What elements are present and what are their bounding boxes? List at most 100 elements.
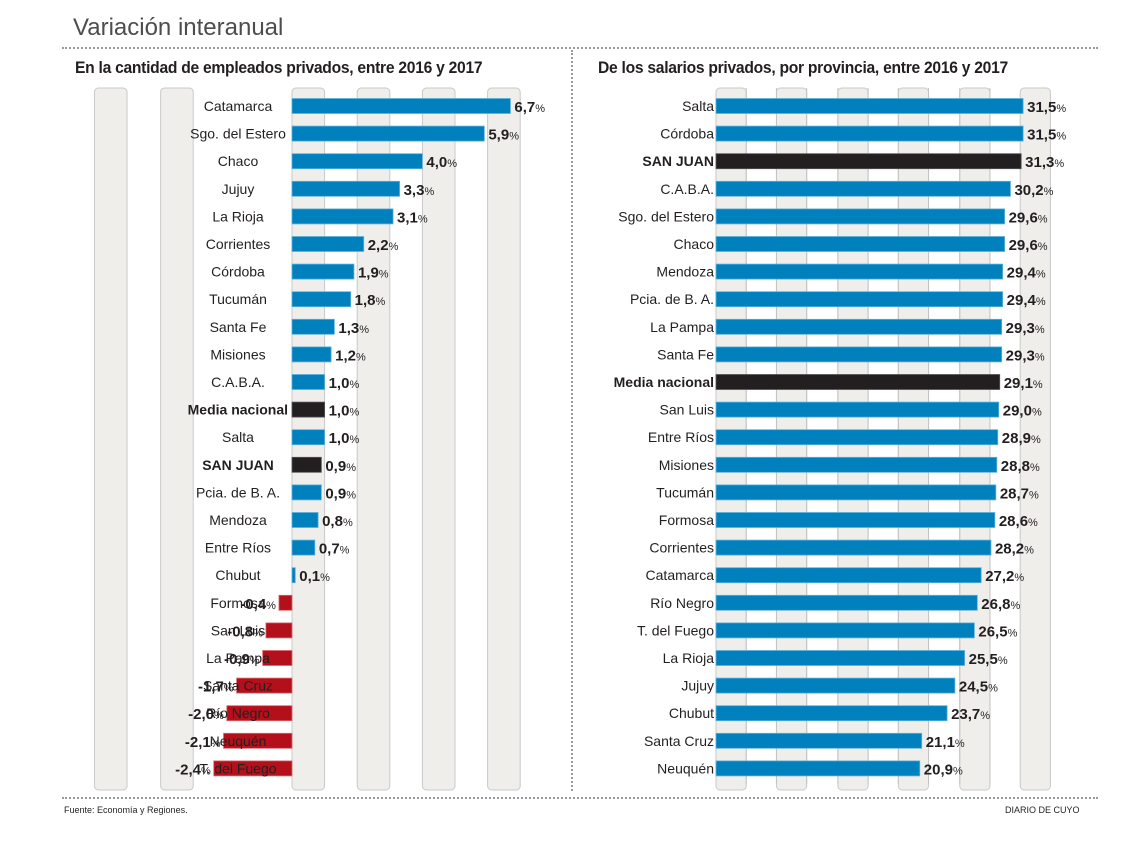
value-number: 20,9	[924, 761, 953, 778]
value-label: 29,4%	[1007, 265, 1046, 282]
category-label: Formosa	[210, 595, 265, 611]
bar	[291, 456, 322, 473]
category-label: Tucumán	[656, 484, 714, 500]
value-label: 0,1%	[299, 568, 330, 585]
value-unit: %	[349, 407, 359, 419]
bar	[291, 263, 355, 280]
value-number: 28,7	[1000, 485, 1029, 502]
grid-band	[1019, 87, 1051, 791]
bar	[291, 401, 325, 418]
value-label: 20,9%	[924, 761, 963, 778]
category-label: Media nacional	[188, 402, 288, 418]
bar	[278, 594, 293, 611]
bar	[223, 732, 293, 749]
value-unit: %	[346, 489, 356, 501]
bar	[291, 153, 423, 170]
bar	[291, 512, 319, 528]
grid-band	[487, 87, 521, 791]
category-label: Río Negro	[206, 705, 270, 721]
bar	[715, 456, 998, 473]
value-unit: %	[1036, 296, 1046, 308]
value-label: 24,5%	[959, 679, 998, 696]
value-unit: %	[1033, 379, 1043, 391]
category-label: Chubut	[669, 705, 714, 721]
value-number: 29,3	[1006, 347, 1035, 364]
page-title: Variación interanual	[73, 14, 284, 41]
value-number: 0,9	[325, 458, 346, 475]
value-number: 0,1	[299, 568, 320, 585]
value-number: 0,7	[319, 541, 340, 558]
value-number: 2,2	[368, 237, 389, 254]
category-label: Neuquén	[210, 733, 267, 749]
category-label: San Luis	[211, 622, 265, 638]
value-label: 21,1%	[926, 734, 965, 751]
category-label: Formosa	[659, 512, 714, 528]
category-label: Santa Fe	[657, 346, 714, 362]
value-label: 29,3%	[1006, 347, 1045, 364]
value-label: 28,9%	[1002, 430, 1041, 447]
value-label: 28,2%	[995, 541, 1034, 558]
value-unit: %	[211, 738, 221, 750]
value-unit: %	[359, 324, 369, 336]
value-unit: %	[1028, 517, 1038, 529]
category-label: Pcia. de B. A.	[630, 291, 714, 307]
category-label: Media nacional	[614, 374, 714, 390]
category-label: La Rioja	[663, 650, 715, 666]
value-number: 1,0	[329, 430, 350, 447]
value-label: 2,2%	[368, 237, 399, 254]
value-label: 31,3%	[1025, 154, 1064, 171]
value-unit: %	[418, 213, 428, 225]
category-label: Misiones	[659, 457, 714, 473]
bar	[715, 705, 948, 722]
bar	[291, 208, 394, 225]
value-unit: %	[955, 738, 965, 750]
bar	[715, 429, 999, 446]
category-label: Mendoza	[209, 512, 267, 528]
value-number: -0,4	[240, 596, 267, 613]
category-label: Chubut	[215, 567, 260, 583]
value-unit: %	[1054, 158, 1064, 170]
category-label: Santa Fe	[210, 319, 267, 335]
bar	[715, 650, 966, 666]
value-number: 1,3	[338, 320, 359, 337]
category-label: San Luis	[660, 402, 714, 418]
value-unit: %	[253, 627, 263, 639]
center-divider	[571, 50, 573, 791]
grid-band	[356, 87, 391, 791]
bar	[715, 401, 1000, 418]
value-label: 0,8%	[322, 513, 353, 530]
value-unit: %	[1030, 462, 1040, 474]
value-number: 0,9	[325, 485, 346, 502]
value-label: -1,7%	[198, 679, 234, 696]
value-unit: %	[379, 269, 389, 281]
value-label: 4,0%	[426, 154, 457, 171]
value-label: 31,5%	[1027, 99, 1066, 116]
bar	[715, 484, 997, 501]
bar	[715, 318, 1003, 335]
category-label: Jujuy	[222, 181, 255, 197]
bar	[291, 374, 325, 390]
value-label: 28,8%	[1001, 458, 1040, 475]
value-label: 0,7%	[319, 541, 350, 558]
value-label: -2,1%	[185, 734, 221, 751]
value-number: 28,8	[1001, 458, 1030, 475]
value-number: 21,1	[926, 734, 955, 751]
category-label: Mendoza	[656, 264, 714, 280]
value-unit: %	[266, 600, 276, 612]
category-label: Santa Cruz	[644, 733, 714, 749]
value-unit: %	[250, 655, 260, 667]
value-unit: %	[346, 462, 356, 474]
value-number: 0,8	[322, 513, 343, 530]
value-number: 29,6	[1009, 209, 1038, 226]
bar	[291, 429, 325, 446]
value-number: 30,2	[1014, 182, 1043, 199]
bar	[291, 539, 316, 556]
category-label: La Pampa	[650, 319, 714, 335]
value-unit: %	[1032, 407, 1042, 419]
value-unit: %	[1036, 269, 1046, 281]
value-unit: %	[1038, 213, 1048, 225]
value-unit: %	[224, 683, 234, 695]
value-label: 29,6%	[1009, 237, 1048, 254]
bar	[226, 705, 293, 722]
value-unit: %	[214, 710, 224, 722]
